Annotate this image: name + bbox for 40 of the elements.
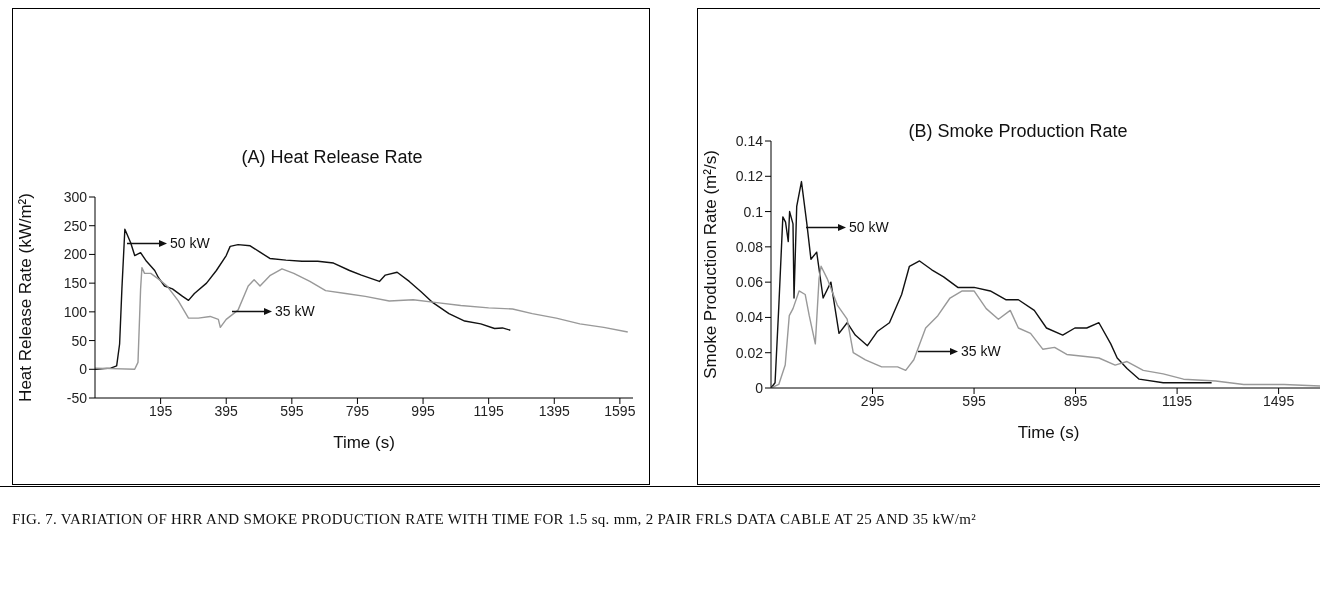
y-tick-label: 0.06 [735, 274, 764, 291]
y-tick-label: 150 [63, 275, 88, 292]
y-tick-label: 0 [755, 379, 764, 396]
y-tick-label: 0.08 [735, 238, 764, 255]
x-tick-label: 1595 [604, 402, 636, 419]
x-tick-label: 1395 [538, 402, 571, 419]
x-axis-title: Time (s) [1017, 423, 1080, 442]
x-tick-label: 295 [860, 392, 885, 409]
x-tick-label: 595 [280, 402, 304, 419]
annotation: 50 kW [849, 218, 889, 236]
x-tick-label: 1195 [473, 402, 504, 419]
x-tick-label: 595 [962, 392, 986, 409]
y-tick-label: 50 [71, 332, 88, 349]
annotation: 50 kW [170, 234, 210, 252]
y-tick-label: 0.04 [735, 309, 764, 326]
y-tick-label: 200 [63, 246, 88, 263]
y-tick-label: 300 [63, 188, 88, 205]
x-tick-label: 995 [411, 402, 435, 419]
x-tick-label: 195 [148, 402, 173, 419]
x-tick-label: 395 [214, 402, 239, 419]
y-tick-label: 0.1 [743, 203, 764, 220]
x-tick-label: 895 [1063, 392, 1088, 409]
caption: FIG. 7. VARIATION OF HRR AND SMOKE PRODUCTION RATE WITH TIME FOR 1.5 sq. mm, 2 PAIR FRLS DATA CABLE AT 25 AND 35 kW/m² [12, 510, 977, 529]
chart-title: (B) Smoke Production Rate [908, 121, 1128, 141]
y-tick-label: -50 [66, 389, 88, 406]
y-tick-label: 0.14 [735, 132, 764, 149]
annotation: 35 kW [275, 302, 315, 320]
annotation: 35 kW [961, 342, 1001, 360]
y-axis-title: Smoke Production Rate (m²/s) [701, 150, 721, 379]
y-tick-label: 0.12 [735, 168, 764, 185]
x-tick-label: 795 [345, 402, 370, 419]
y-tick-label: 100 [63, 303, 88, 320]
x-tick-label: 1495 [1263, 392, 1295, 409]
y-axis-title: Heat Release Rate (kW/m²) [16, 193, 36, 402]
chart-title: (A) Heat Release Rate [240, 147, 424, 168]
y-tick-label: 250 [63, 217, 88, 234]
y-tick-label: 0.02 [735, 344, 764, 361]
x-tick-label: 1195 [1162, 392, 1193, 409]
x-axis-title: Time (s) [333, 433, 395, 452]
y-tick-label: 0 [79, 361, 88, 378]
